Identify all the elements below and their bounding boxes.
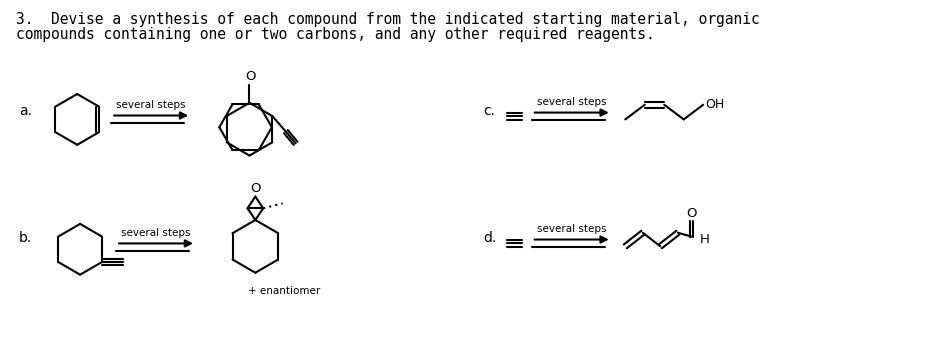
Text: H: H — [699, 233, 709, 246]
Text: + enantiomer: + enantiomer — [248, 286, 321, 297]
Text: b.: b. — [19, 231, 32, 245]
Text: compounds containing one or two carbons, and any other required reagents.: compounds containing one or two carbons,… — [16, 27, 655, 42]
Text: c.: c. — [484, 104, 495, 117]
Text: OH: OH — [705, 98, 724, 111]
Text: several steps: several steps — [122, 227, 191, 237]
Text: 3.  Devise a synthesis of each compound from the indicated starting material, or: 3. Devise a synthesis of each compound f… — [16, 12, 760, 27]
Text: several steps: several steps — [537, 97, 606, 107]
Text: several steps: several steps — [537, 224, 606, 234]
Text: a.: a. — [19, 104, 31, 117]
Text: several steps: several steps — [117, 100, 186, 110]
Text: O: O — [686, 207, 696, 220]
Text: O: O — [250, 182, 260, 195]
Text: d.: d. — [484, 231, 497, 245]
Text: O: O — [245, 70, 256, 83]
